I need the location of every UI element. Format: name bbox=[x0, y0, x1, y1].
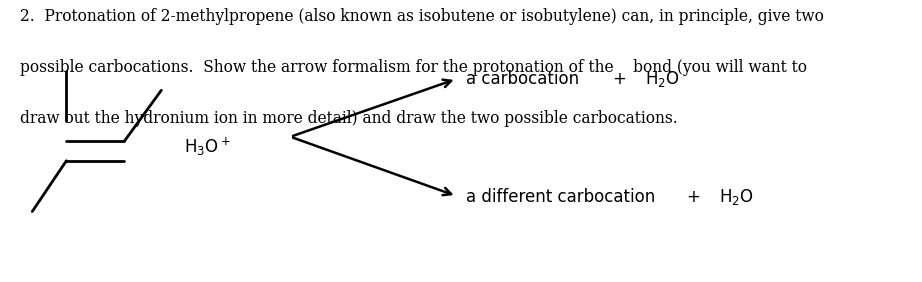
Text: +: + bbox=[686, 188, 701, 206]
Text: $\mathrm{H_2O}$: $\mathrm{H_2O}$ bbox=[645, 69, 680, 89]
Text: a carbocation: a carbocation bbox=[466, 70, 579, 88]
Text: 2.  Protonation of 2-methylpropene (also known as isobutene or isobutylene) can,: 2. Protonation of 2-methylpropene (also … bbox=[20, 8, 824, 25]
Text: possible carbocations.  Show the arrow formalism for the protonation of the    b: possible carbocations. Show the arrow fo… bbox=[20, 59, 808, 76]
Text: $\mathrm{H_2O}$: $\mathrm{H_2O}$ bbox=[719, 188, 754, 207]
Text: $\mathrm{H_3O^+}$: $\mathrm{H_3O^+}$ bbox=[184, 135, 231, 158]
Text: a different carbocation: a different carbocation bbox=[466, 188, 655, 206]
Text: draw out the hydronium ion in more detail) and draw the two possible carbocation: draw out the hydronium ion in more detai… bbox=[20, 110, 678, 127]
Text: +: + bbox=[612, 70, 627, 88]
